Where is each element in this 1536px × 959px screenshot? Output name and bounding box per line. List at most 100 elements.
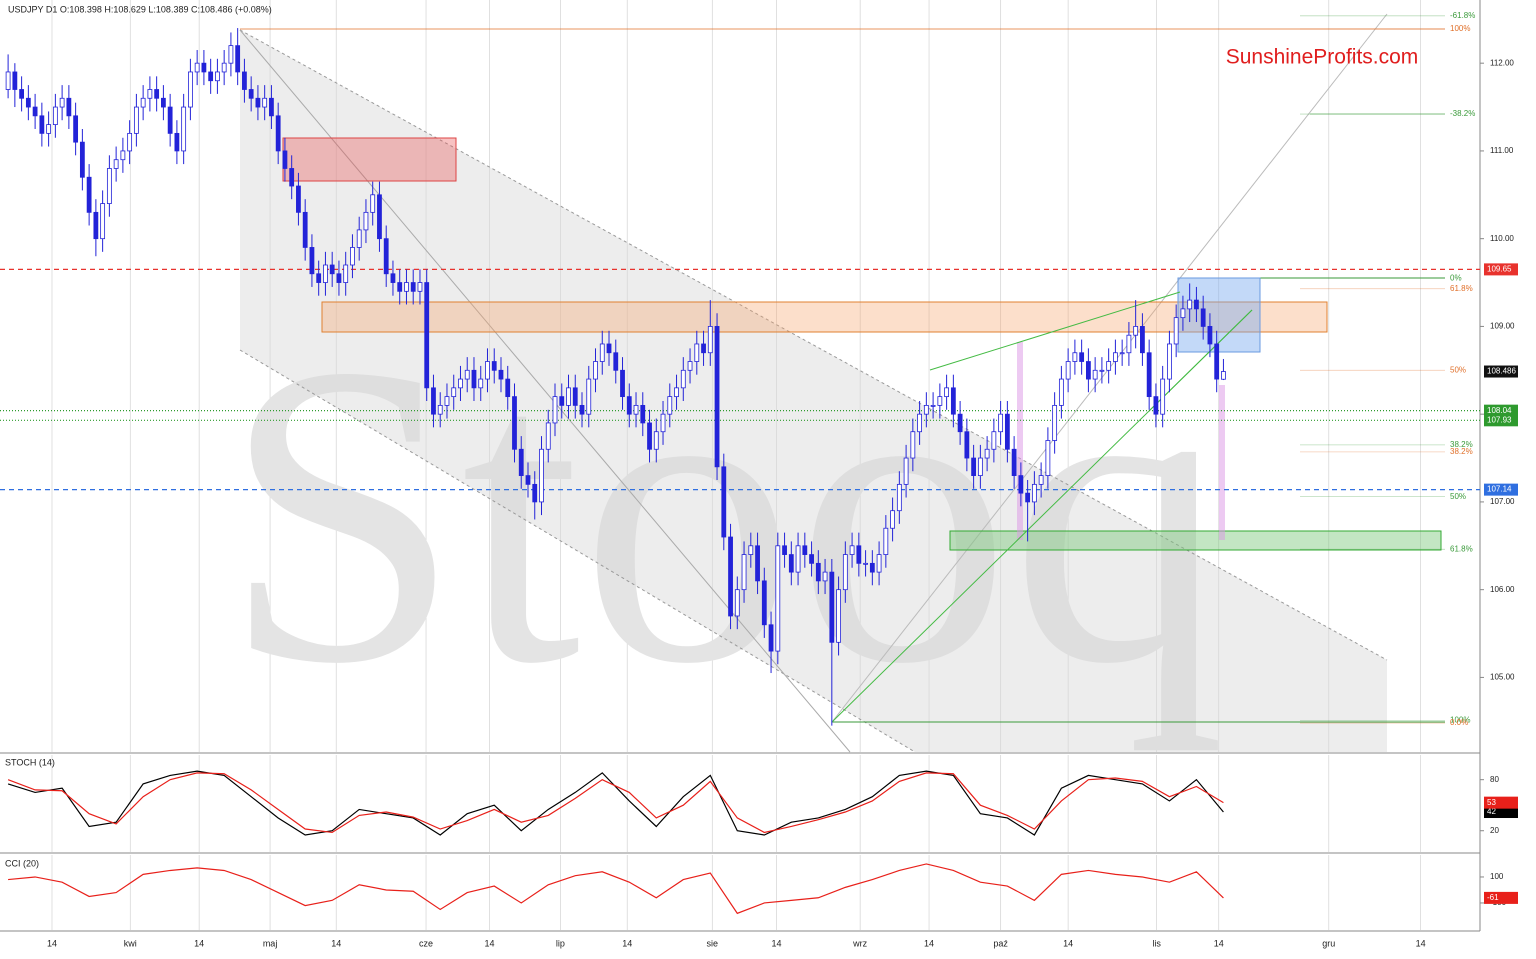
candle-body <box>316 273 322 283</box>
candle-body <box>370 194 376 213</box>
candle-body <box>1119 352 1125 355</box>
candle-body <box>586 378 592 415</box>
x-tick-label: kwi <box>124 938 137 948</box>
y-tick-label: 111.00 <box>1490 146 1514 155</box>
price-tag-label: 107.93 <box>1487 415 1512 424</box>
price-tag <box>1484 404 1518 417</box>
candle-body <box>350 247 355 266</box>
x-tick-label: cze <box>419 938 433 948</box>
candle-body <box>275 115 281 152</box>
indicator-line <box>7 772 1224 834</box>
candle-body <box>1167 343 1172 380</box>
candle-body <box>160 97 166 108</box>
highlight-bar <box>1017 342 1023 540</box>
candle-body <box>998 413 1004 433</box>
candle-body <box>863 562 868 565</box>
candle-body <box>728 536 733 617</box>
x-tick-label: sie <box>707 938 719 948</box>
candle-body <box>113 159 119 169</box>
candle-body <box>1221 371 1226 380</box>
candle-body <box>106 168 112 204</box>
y-tick-label: 107.00 <box>1490 497 1515 506</box>
candle-body <box>215 71 220 82</box>
candle-body <box>498 369 504 380</box>
candle-body <box>363 211 369 231</box>
candle-body <box>1085 361 1091 380</box>
candle-body <box>694 343 700 362</box>
candle-body <box>1025 492 1031 503</box>
candle-body <box>478 378 484 389</box>
candle-body <box>768 624 774 652</box>
candle-body <box>512 396 517 450</box>
candle-body <box>167 106 173 134</box>
panel-title: STOCH (14) <box>5 757 55 767</box>
fib-label: 38.2% <box>1450 440 1473 449</box>
candle-body <box>133 106 139 134</box>
candle-body <box>890 510 895 529</box>
candle-body <box>984 448 990 459</box>
candle-body <box>937 396 943 406</box>
trend-line <box>1149 309 1253 411</box>
candle-body <box>93 211 99 240</box>
x-tick-label: 14 <box>924 938 934 948</box>
candle-body <box>599 343 605 362</box>
x-tick-label: 14 <box>484 938 494 948</box>
candle-body <box>343 264 349 283</box>
fib-label: 100% <box>1450 716 1470 725</box>
candle-body <box>1173 317 1179 345</box>
trend-line <box>929 291 1181 371</box>
candle-body <box>809 554 814 564</box>
candle-body <box>282 150 288 169</box>
candle-body <box>147 89 153 99</box>
candle-body <box>1092 369 1098 380</box>
fib-label: 0% <box>1450 273 1462 282</box>
candle-body <box>66 97 72 117</box>
panel-title: CCI (20) <box>5 858 39 868</box>
candle-body <box>390 273 396 283</box>
candle-body <box>647 422 652 450</box>
channel-lower <box>239 349 916 753</box>
candle-body <box>944 387 950 398</box>
y-tick-label: 106.00 <box>1490 585 1515 594</box>
x-tick-label: lis <box>1152 938 1161 948</box>
candle-body <box>404 282 409 292</box>
watermark: SunshineProfits.com <box>1226 46 1419 69</box>
candle-body <box>181 106 187 152</box>
x-tick-label: gru <box>1322 938 1335 948</box>
candle-body <box>1160 378 1166 415</box>
y-tick-label: 105.00 <box>1490 673 1515 682</box>
y-tick-label: 112.00 <box>1490 58 1514 67</box>
support-zone <box>949 530 1442 551</box>
candle-body <box>566 387 571 406</box>
candle-body <box>417 282 423 292</box>
candle-body <box>444 396 450 406</box>
candle-body <box>620 369 625 398</box>
y-tick-label: 110.00 <box>1490 234 1514 243</box>
candle-body <box>437 404 443 415</box>
price-tag-label: 42 <box>1487 807 1496 816</box>
candle-body <box>25 97 31 108</box>
candle-body <box>5 71 11 90</box>
candle-body <box>1200 308 1206 327</box>
candle-body <box>194 62 200 73</box>
candle-body <box>532 483 538 503</box>
candle-body <box>1207 326 1213 345</box>
x-tick-label: 14 <box>194 938 204 948</box>
x-tick-label: wrz <box>852 938 867 948</box>
candle-body <box>1045 440 1051 476</box>
candle-body <box>221 62 227 73</box>
price-tag-label: 108.486 <box>1487 367 1516 376</box>
candle-body <box>1058 378 1064 406</box>
candle-body <box>1146 352 1152 398</box>
candle-body <box>329 264 335 275</box>
candle-body <box>289 168 295 187</box>
price-tag <box>1484 891 1518 904</box>
candle-body <box>829 571 835 643</box>
fib-label: 0.0% <box>1450 718 1468 727</box>
candle-body <box>39 115 45 134</box>
candle-body <box>228 45 234 64</box>
candle-body <box>525 475 531 485</box>
candle-body <box>822 571 828 582</box>
candle-body <box>1072 352 1078 362</box>
